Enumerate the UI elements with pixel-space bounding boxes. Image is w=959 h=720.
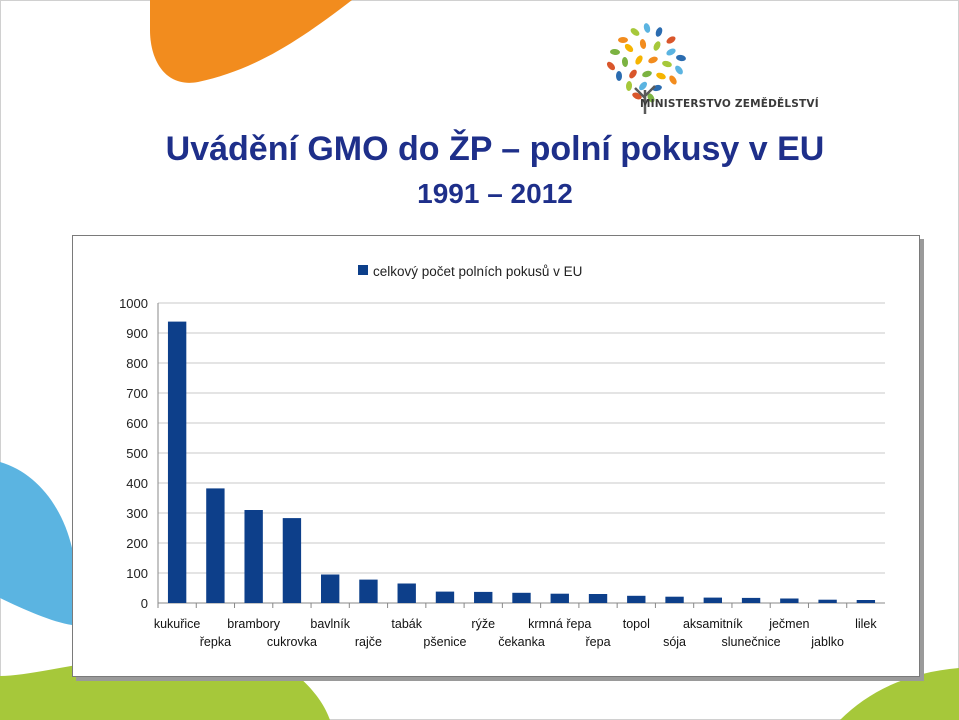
logo-leaf [618, 37, 628, 43]
y-tick-label: 1000 [119, 296, 148, 311]
bar-12 [627, 595, 646, 603]
y-tick-label: 300 [126, 506, 148, 521]
logo-leaf [643, 23, 651, 33]
bar-10 [550, 593, 569, 603]
logo-leaf [610, 48, 620, 56]
bar-16 [780, 598, 799, 603]
bar-5 [359, 579, 378, 603]
bar-4 [321, 574, 340, 603]
y-tick-label: 800 [126, 356, 148, 371]
logo-leaf [653, 41, 661, 51]
y-axis-ticks: 0 100 200 300 400 500 600 700 800 900 1000 [119, 296, 148, 611]
logo-leaf [666, 48, 676, 56]
x-label-18: lilek [855, 617, 877, 631]
logo-leaf [630, 28, 640, 36]
x-label-15: slunečnice [722, 635, 781, 649]
bar-11 [588, 594, 608, 603]
x-label-8: rýže [471, 617, 495, 631]
y-tick-label: 500 [126, 446, 148, 461]
slide-subtitle: 1991 – 2012 [417, 178, 573, 209]
bar-14 [703, 597, 722, 603]
bar-0 [167, 321, 187, 603]
y-tick-label: 700 [126, 386, 148, 401]
legend-label: celkový počet polních pokusů v EU [373, 264, 582, 279]
x-label-6: tabák [391, 617, 422, 631]
x-label-7: pšenice [423, 635, 466, 649]
x-label-1: řepka [200, 635, 231, 649]
grid-lines [157, 302, 885, 604]
logo-leaf [662, 60, 672, 68]
logo-leaf [635, 55, 643, 65]
logo-leaf [647, 93, 655, 103]
y-tick-label: 0 [141, 596, 148, 611]
x-label-5: rajče [355, 635, 382, 649]
bar-13 [665, 596, 684, 603]
blue-swoosh [0, 462, 72, 625]
x-label-17: jablko [810, 635, 844, 649]
logo-leaf [675, 65, 683, 75]
bar-8 [474, 591, 493, 603]
x-label-9: čekanka [498, 635, 545, 649]
logo-leaf [624, 43, 634, 53]
green-swoosh-right [840, 668, 959, 720]
x-label-3: cukrovka [267, 635, 317, 649]
x-label-14: aksamitník [683, 617, 743, 631]
bars [167, 321, 876, 603]
logo-leaf [632, 92, 642, 100]
x-label-16: ječmen [768, 617, 809, 631]
x-label-0: kukuřice [154, 617, 201, 631]
x-label-10: krmná řepa [528, 617, 591, 631]
bar-3 [282, 518, 302, 603]
logo-leaf [648, 56, 658, 64]
x-label-12: topol [623, 617, 650, 631]
bar-6 [397, 583, 416, 603]
logo-trunk [634, 85, 656, 114]
y-tick-label: 900 [126, 326, 148, 341]
logo-leaf [606, 61, 616, 71]
x-label-4: bavlník [310, 617, 350, 631]
logo-leaf [629, 69, 637, 79]
y-tick-label: 100 [126, 566, 148, 581]
y-tick-label: 600 [126, 416, 148, 431]
logo-text: MINISTERSTVO ZEMĚDĚLSTVÍ [640, 98, 819, 110]
legend: celkový počet polních pokusů v EU [358, 264, 582, 279]
logo-leaf [666, 36, 676, 44]
x-axis-labels: kukuřice řepka brambory cukrovka bavlník rajč… [154, 603, 877, 649]
logo-leaf [669, 75, 677, 85]
ministry-logo-tree [606, 23, 686, 114]
x-label-2: brambory [227, 617, 281, 631]
bar-9 [512, 592, 531, 603]
bar-7 [435, 591, 455, 603]
logo-leaf [625, 81, 633, 91]
legend-swatch [358, 265, 368, 275]
bar-1 [206, 488, 225, 603]
x-label-13: sója [663, 635, 686, 649]
x-label-11: řepa [586, 635, 611, 649]
bar-15 [741, 597, 761, 603]
bar-17 [818, 599, 837, 603]
bar-18 [856, 600, 876, 603]
logo-leaf [642, 70, 652, 78]
logo-leaf [656, 72, 666, 80]
y-tick-label: 400 [126, 476, 148, 491]
slide-title: Uvádění GMO do ŽP – polní pokusy v EU [165, 130, 825, 168]
logo-leaf [615, 71, 623, 81]
logo-leaf [655, 27, 663, 37]
logo-leaf [639, 81, 647, 91]
y-tick-label: 200 [126, 536, 148, 551]
bar-2 [244, 510, 263, 603]
orange-swoosh [150, 0, 352, 83]
logo-leaf [676, 54, 686, 62]
logo-leaf [621, 57, 629, 67]
logo-leaf [639, 39, 647, 49]
